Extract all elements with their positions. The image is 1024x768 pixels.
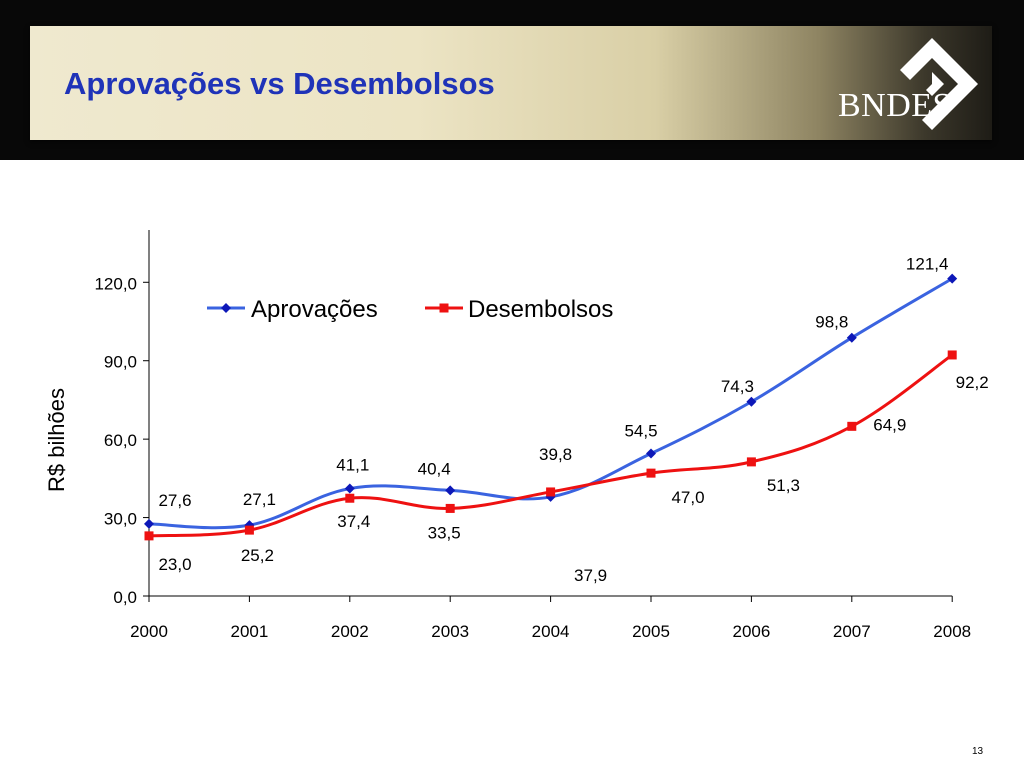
page-title: Aprovações vs Desembolsos	[64, 66, 495, 101]
data-label: 40,4	[418, 459, 451, 478]
desembolsos-marker	[746, 457, 756, 467]
chart-legend: Aprovações Desembolsos	[207, 296, 613, 323]
title-panel	[30, 26, 992, 140]
data-label: 47,0	[671, 488, 704, 507]
chart-series	[144, 273, 958, 541]
x-tick-label: 2000	[130, 622, 168, 641]
chart-data-labels: 27,6 27,1 41,1 40,4 37,9 54,5 74,3 98,8 121,4 23,…	[158, 255, 988, 585]
x-tick-label: 2008	[933, 622, 971, 641]
desembolsos-marker	[445, 503, 455, 513]
aprovacoes-marker	[846, 332, 857, 343]
data-label: 54,5	[624, 422, 657, 441]
x-tick-label: 2005	[632, 622, 670, 641]
page-number: 13	[972, 746, 984, 757]
data-label: 27,1	[243, 490, 276, 509]
data-label: 25,2	[241, 546, 274, 565]
data-label: 92,2	[956, 373, 989, 392]
y-tick-label: 60,0	[104, 431, 137, 450]
line-chart: 0,0 30,0 60,0 90,0 120,0 2000 2001 2002 2003 2004…	[44, 230, 989, 641]
y-tick-label: 120,0	[94, 274, 137, 293]
legend-label: Aprovações	[251, 296, 378, 323]
desembolsos-marker	[847, 421, 857, 431]
x-tick-label: 2002	[331, 622, 369, 641]
data-label: 41,1	[336, 456, 369, 475]
y-tick-label: 30,0	[104, 510, 137, 529]
desembolsos-marker	[646, 468, 656, 478]
data-label: 23,0	[158, 555, 191, 574]
data-label: 51,3	[767, 476, 800, 495]
bndes-logo-inner-icon	[926, 72, 944, 96]
y-tick-label: 0,0	[113, 588, 137, 607]
x-tick-label: 2003	[431, 622, 469, 641]
x-tick-label: 2006	[732, 622, 770, 641]
y-axis-label: R$ bilhões	[44, 388, 69, 492]
data-label: 33,5	[428, 523, 461, 542]
aprovacoes-marker	[947, 273, 958, 284]
desembolsos-marker	[345, 493, 355, 503]
x-tick-label: 2001	[230, 622, 268, 641]
chart-axes: 0,0 30,0 60,0 90,0 120,0 2000 2001 2002 2003 2004…	[94, 230, 971, 641]
bndes-logo	[900, 38, 978, 130]
data-label: 39,8	[539, 445, 572, 464]
aprovacoes-marker	[344, 483, 355, 494]
header-bar: Aprovações vs Desembolsos BNDES	[0, 0, 1024, 160]
bndes-logo-diamond-icon	[900, 38, 978, 130]
logo-text: BNDES	[838, 87, 952, 124]
x-tick-label: 2007	[833, 622, 871, 641]
data-label: 27,6	[158, 491, 191, 510]
desembolsos-marker	[144, 531, 154, 541]
data-label: 37,9	[574, 566, 607, 585]
legend-square-icon	[439, 303, 449, 313]
y-tick-label: 90,0	[104, 353, 137, 372]
desembolsos-marker	[244, 525, 254, 535]
legend-label: Desembolsos	[468, 296, 613, 323]
desembolsos-marker	[947, 350, 957, 360]
aprovacoes-marker	[646, 448, 656, 459]
data-label: 121,4	[906, 255, 949, 274]
aprovacoes-marker	[445, 485, 456, 496]
data-label: 37,4	[337, 512, 370, 531]
aprovacoes-marker	[746, 396, 757, 407]
x-tick-label: 2004	[532, 622, 570, 641]
data-label: 74,3	[721, 377, 754, 396]
desembolsos-marker	[546, 487, 556, 497]
aprovacoes-marker	[144, 518, 154, 529]
data-label: 64,9	[873, 415, 906, 434]
legend-diamond-icon	[221, 303, 231, 313]
data-label: 98,8	[815, 313, 848, 332]
